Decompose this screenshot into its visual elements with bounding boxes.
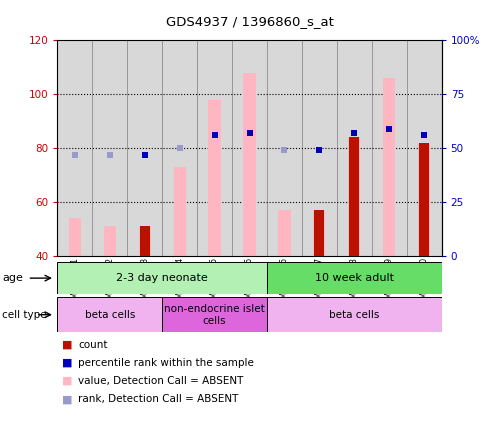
Bar (57, 262, 267, 294)
Text: beta cells: beta cells (329, 310, 379, 320)
Bar (278, 210, 290, 256)
Bar (418, 143, 430, 256)
Bar (162, 297, 267, 332)
Bar (244, 73, 255, 256)
Text: ■: ■ (62, 340, 73, 350)
Text: rank, Detection Call = ABSENT: rank, Detection Call = ABSENT (78, 394, 239, 404)
Text: 10 week adult: 10 week adult (315, 273, 394, 283)
Text: count: count (78, 340, 108, 350)
Bar (314, 210, 324, 256)
Bar (92, 40, 127, 256)
Bar (174, 167, 186, 256)
Bar (302, 40, 337, 256)
Bar (127, 40, 162, 256)
Text: GDS4937 / 1396860_s_at: GDS4937 / 1396860_s_at (166, 15, 333, 28)
Text: age: age (2, 273, 23, 283)
Bar (104, 226, 116, 256)
Bar (197, 40, 232, 256)
Bar (419, 143, 429, 256)
Text: cell type: cell type (2, 310, 47, 320)
Bar (313, 210, 325, 256)
Text: non-endocrine islet
cells: non-endocrine islet cells (164, 304, 265, 326)
Bar (209, 99, 221, 256)
Bar (407, 40, 442, 256)
Text: ■: ■ (62, 376, 73, 386)
Bar (348, 137, 360, 256)
Bar (372, 40, 407, 256)
Bar (383, 78, 395, 256)
Bar (232, 40, 267, 256)
Text: beta cells: beta cells (85, 310, 135, 320)
Bar (267, 262, 442, 294)
Text: percentile rank within the sample: percentile rank within the sample (78, 358, 254, 368)
Text: value, Detection Call = ABSENT: value, Detection Call = ABSENT (78, 376, 244, 386)
Text: 2-3 day neonate: 2-3 day neonate (116, 273, 208, 283)
Text: ■: ■ (62, 394, 73, 404)
Bar (69, 218, 81, 256)
Bar (162, 40, 197, 256)
Bar (57, 40, 92, 256)
Bar (337, 40, 372, 256)
Bar (139, 226, 151, 256)
Bar (57, 297, 162, 332)
Text: ■: ■ (62, 358, 73, 368)
Bar (140, 226, 150, 256)
Bar (267, 297, 442, 332)
Bar (267, 40, 302, 256)
Bar (349, 137, 359, 256)
